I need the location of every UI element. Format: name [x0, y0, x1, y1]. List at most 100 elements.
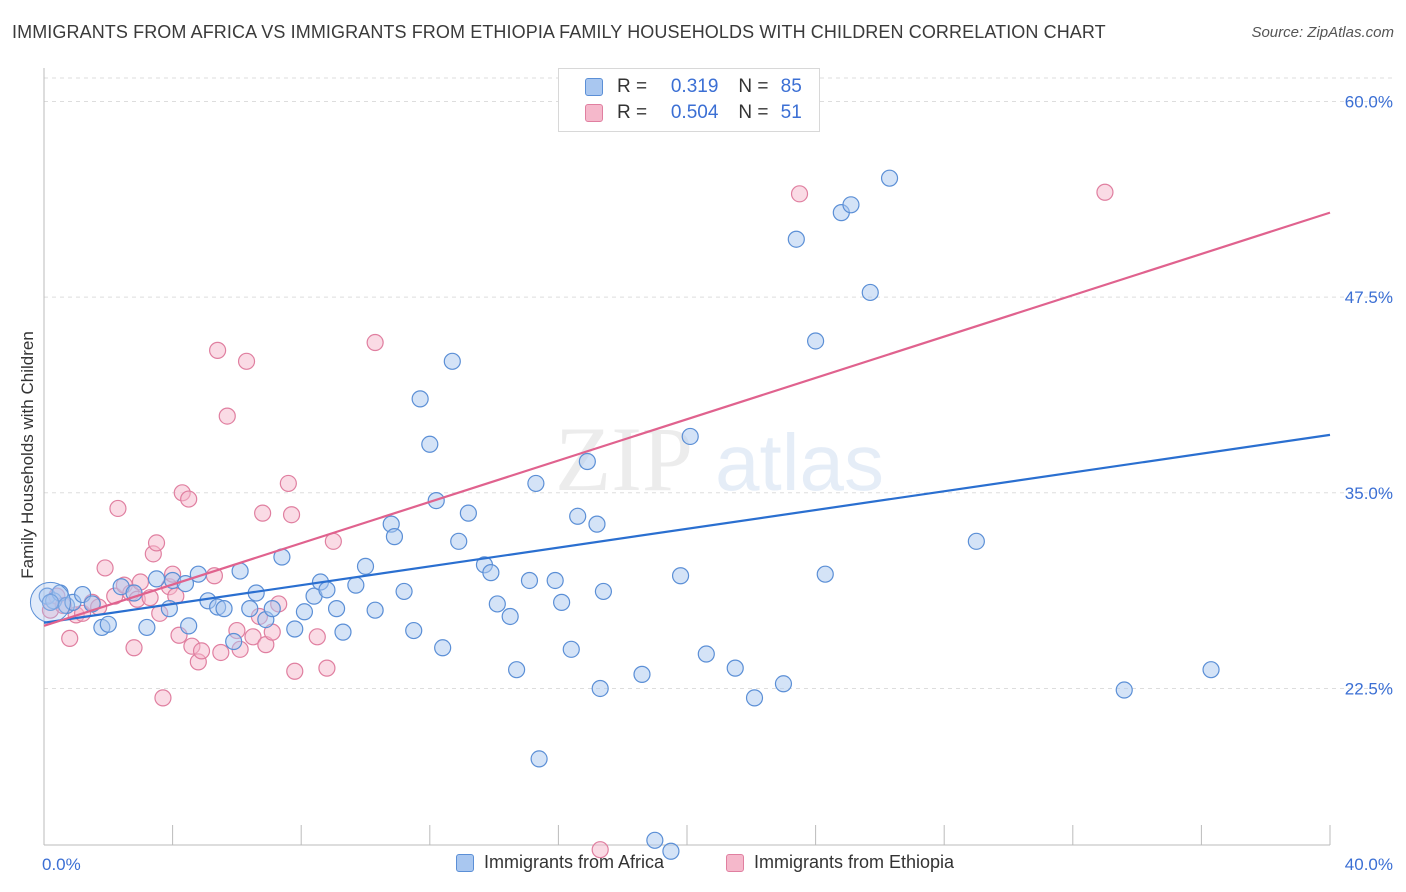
africa-point: [385, 528, 404, 546]
bottom-legend-africa-label: Immigrants from Africa: [484, 852, 665, 872]
x-tick-label: 40.0%: [1345, 855, 1393, 874]
africa-point: [527, 474, 545, 493]
africa-point: [180, 617, 198, 635]
correlation-legend: R = 0.319 N = 85 R = 0.504 N = 51: [558, 68, 820, 132]
africa-swatch: [585, 78, 603, 96]
n-label: N =: [738, 102, 769, 123]
chart-title: IMMIGRANTS FROM AFRICA VS IMMIGRANTS FRO…: [12, 22, 1106, 42]
africa-points: [29, 169, 1220, 860]
y-tick-label: 47.5%: [1345, 288, 1393, 307]
africa-point: [347, 576, 365, 594]
africa-point: [816, 565, 834, 583]
africa-point: [327, 600, 346, 618]
bottom-legend-africa: Immigrants from Africa: [456, 852, 664, 873]
legend-row-ethiopia: R = 0.504 N = 51: [585, 101, 802, 125]
africa-cluster-point: [29, 581, 71, 623]
africa-point: [806, 332, 825, 350]
africa-point: [967, 532, 985, 550]
ethiopia-point: [237, 352, 256, 370]
y-tick-label: 60.0%: [1345, 92, 1393, 111]
y-tick-label: 35.0%: [1345, 484, 1393, 503]
africa-point: [99, 615, 117, 633]
africa-point: [569, 507, 587, 525]
source-label: Source: ZipAtlas.com: [1251, 24, 1394, 41]
ethiopia-point: [180, 490, 198, 508]
watermark-atlas: atlas: [715, 418, 884, 507]
africa-point: [508, 661, 526, 679]
africa-point: [1202, 661, 1220, 679]
africa-point: [395, 582, 413, 601]
ethiopia-point: [125, 639, 143, 657]
africa-point: [553, 593, 571, 611]
africa-point: [501, 607, 519, 626]
africa-point: [1115, 681, 1133, 699]
africa-point: [880, 169, 899, 187]
africa-point: [443, 352, 461, 370]
ethiopia-point: [109, 499, 127, 518]
africa-point: [225, 632, 243, 651]
ethiopia-point: [366, 333, 384, 352]
trend-lines: [43, 211, 1331, 627]
africa-point: [562, 640, 580, 658]
r-label: R =: [617, 102, 648, 123]
africa-point: [646, 831, 664, 849]
ethiopia-point: [218, 407, 236, 425]
africa-point: [671, 567, 690, 585]
ethiopia-point: [254, 504, 272, 522]
africa-point: [842, 196, 860, 214]
ethiopia-point: [147, 534, 166, 552]
africa-point: [681, 427, 699, 446]
grid-lines: [44, 77, 1394, 689]
africa-point: [482, 564, 500, 582]
legend-row-africa: R = 0.319 N = 85: [585, 75, 802, 99]
africa-point: [215, 600, 233, 618]
ethiopia-point: [591, 841, 609, 859]
ethiopia-point: [308, 628, 326, 646]
ethiopia-point: [209, 341, 227, 359]
africa-point: [662, 842, 680, 860]
ethiopia-point: [212, 643, 230, 662]
africa-point: [295, 603, 314, 621]
africa-point: [745, 689, 764, 707]
africa-point: [147, 570, 166, 588]
r-value-africa: 0.319: [670, 76, 719, 97]
africa-point: [138, 618, 156, 637]
africa-point: [356, 557, 375, 575]
africa-swatch: [456, 853, 474, 872]
axes: [43, 68, 1331, 846]
africa-trend-line: [43, 433, 1331, 624]
ethiopia-swatch: [726, 853, 744, 872]
ethiopia-swatch: [585, 104, 603, 122]
ethiopia-point: [244, 628, 262, 646]
ethiopia-point: [279, 474, 297, 493]
africa-point: [588, 515, 606, 533]
africa-point: [726, 659, 744, 677]
africa-point: [334, 623, 352, 641]
africa-point: [405, 621, 423, 640]
ethiopia-point: [318, 659, 336, 677]
africa-point: [411, 390, 429, 408]
n-value-africa: 85: [780, 76, 802, 97]
africa-point: [578, 452, 596, 471]
ethiopia-point: [96, 559, 114, 577]
ethiopia-point: [286, 662, 304, 680]
africa-point: [434, 639, 452, 657]
africa-point: [459, 504, 477, 522]
africa-point: [530, 750, 548, 768]
africa-point: [125, 584, 143, 602]
ethiopia-point: [192, 642, 211, 660]
watermark: ZIP atlas: [555, 408, 884, 510]
africa-point: [520, 571, 539, 590]
tick-labels: 22.5% 35.0% 47.5% 60.0% 0.0% 40.0%: [42, 92, 1393, 874]
r-label: R =: [617, 76, 648, 97]
ethiopia-trend-line: [43, 211, 1331, 627]
africa-point: [41, 593, 60, 611]
ethiopia-point: [154, 689, 172, 707]
africa-point: [633, 665, 651, 683]
africa-point: [488, 595, 506, 613]
r-value-ethiopia: 0.504: [670, 102, 719, 123]
africa-point: [591, 679, 609, 698]
africa-point: [787, 230, 805, 248]
n-value-ethiopia: 51: [780, 102, 802, 123]
